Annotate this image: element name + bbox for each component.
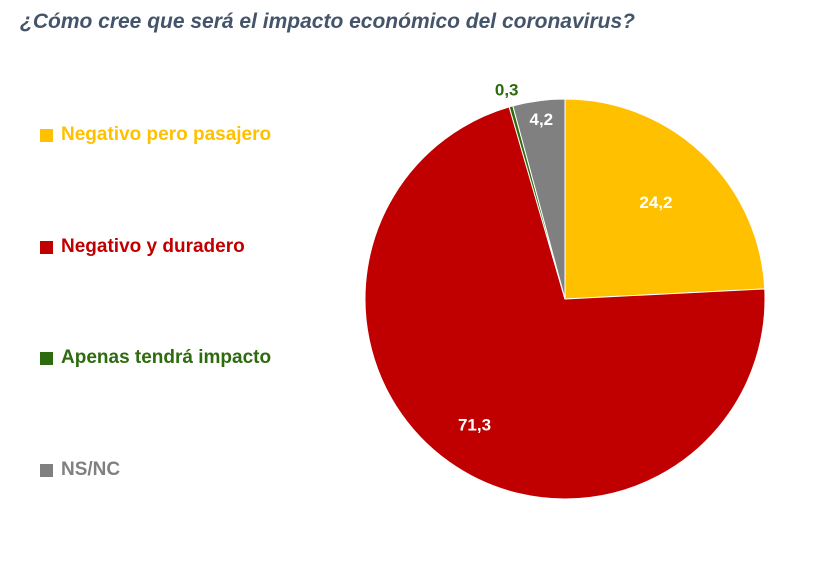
data-label: 24,2 bbox=[639, 193, 672, 212]
chart-title: ¿Cómo cree que será el impacto económico… bbox=[20, 10, 636, 33]
legend-swatch bbox=[40, 463, 53, 477]
pie-slice bbox=[364, 106, 766, 500]
pie-slice bbox=[512, 98, 566, 300]
legend-swatch bbox=[40, 128, 53, 142]
pie-slice bbox=[564, 98, 766, 300]
legend-label: Negativo y duradero bbox=[61, 236, 245, 257]
legend-label: Negativo pero pasajero bbox=[61, 124, 272, 145]
legend-swatch bbox=[40, 240, 53, 254]
legend-swatch bbox=[40, 351, 53, 365]
legend: Negativo pero pasajero Negativo y durade… bbox=[40, 0, 340, 578]
data-label: 0,3 bbox=[495, 81, 519, 100]
legend-item-negativo-pero-pasajero: Negativo pero pasajero bbox=[40, 124, 271, 146]
legend-item-negativo-y-duradero: Negativo y duradero bbox=[40, 236, 245, 258]
data-label: 4,2 bbox=[529, 110, 553, 129]
legend-label: Apenas tendrá impacto bbox=[61, 347, 272, 368]
legend-item-apenas-tendra-impacto: Apenas tendrá impacto bbox=[40, 347, 271, 369]
legend-item-ns-nc: NS/NC bbox=[40, 459, 120, 481]
legend-label: NS/NC bbox=[61, 459, 121, 480]
data-label: 71,3 bbox=[458, 416, 491, 435]
